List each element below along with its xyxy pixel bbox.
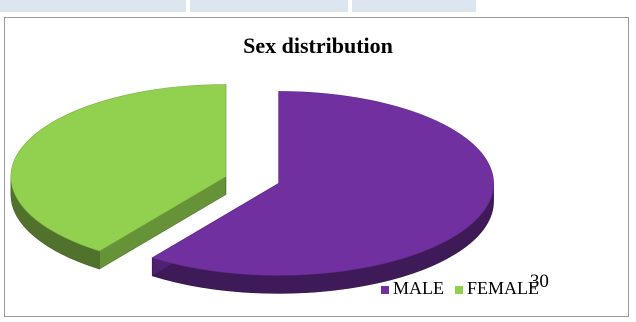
top-cell bbox=[0, 0, 186, 12]
pie-slice-male bbox=[151, 91, 494, 276]
data-labels-group: 3020 bbox=[530, 271, 549, 292]
top-cell bbox=[190, 0, 348, 12]
top-cell bbox=[352, 0, 476, 12]
legend-swatch-female bbox=[455, 286, 463, 294]
legend-label-male: MALE bbox=[393, 278, 444, 298]
legend-label-female: FEMALE bbox=[467, 278, 539, 298]
top-strip bbox=[0, 0, 636, 14]
chart-title: Sex distribution bbox=[243, 33, 393, 58]
legend: MALE FEMALE bbox=[381, 278, 539, 298]
pie-slice-female bbox=[10, 84, 227, 252]
legend-swatch-male bbox=[381, 286, 389, 294]
slices-group bbox=[10, 84, 494, 294]
data-label-male: 30 bbox=[530, 271, 549, 292]
